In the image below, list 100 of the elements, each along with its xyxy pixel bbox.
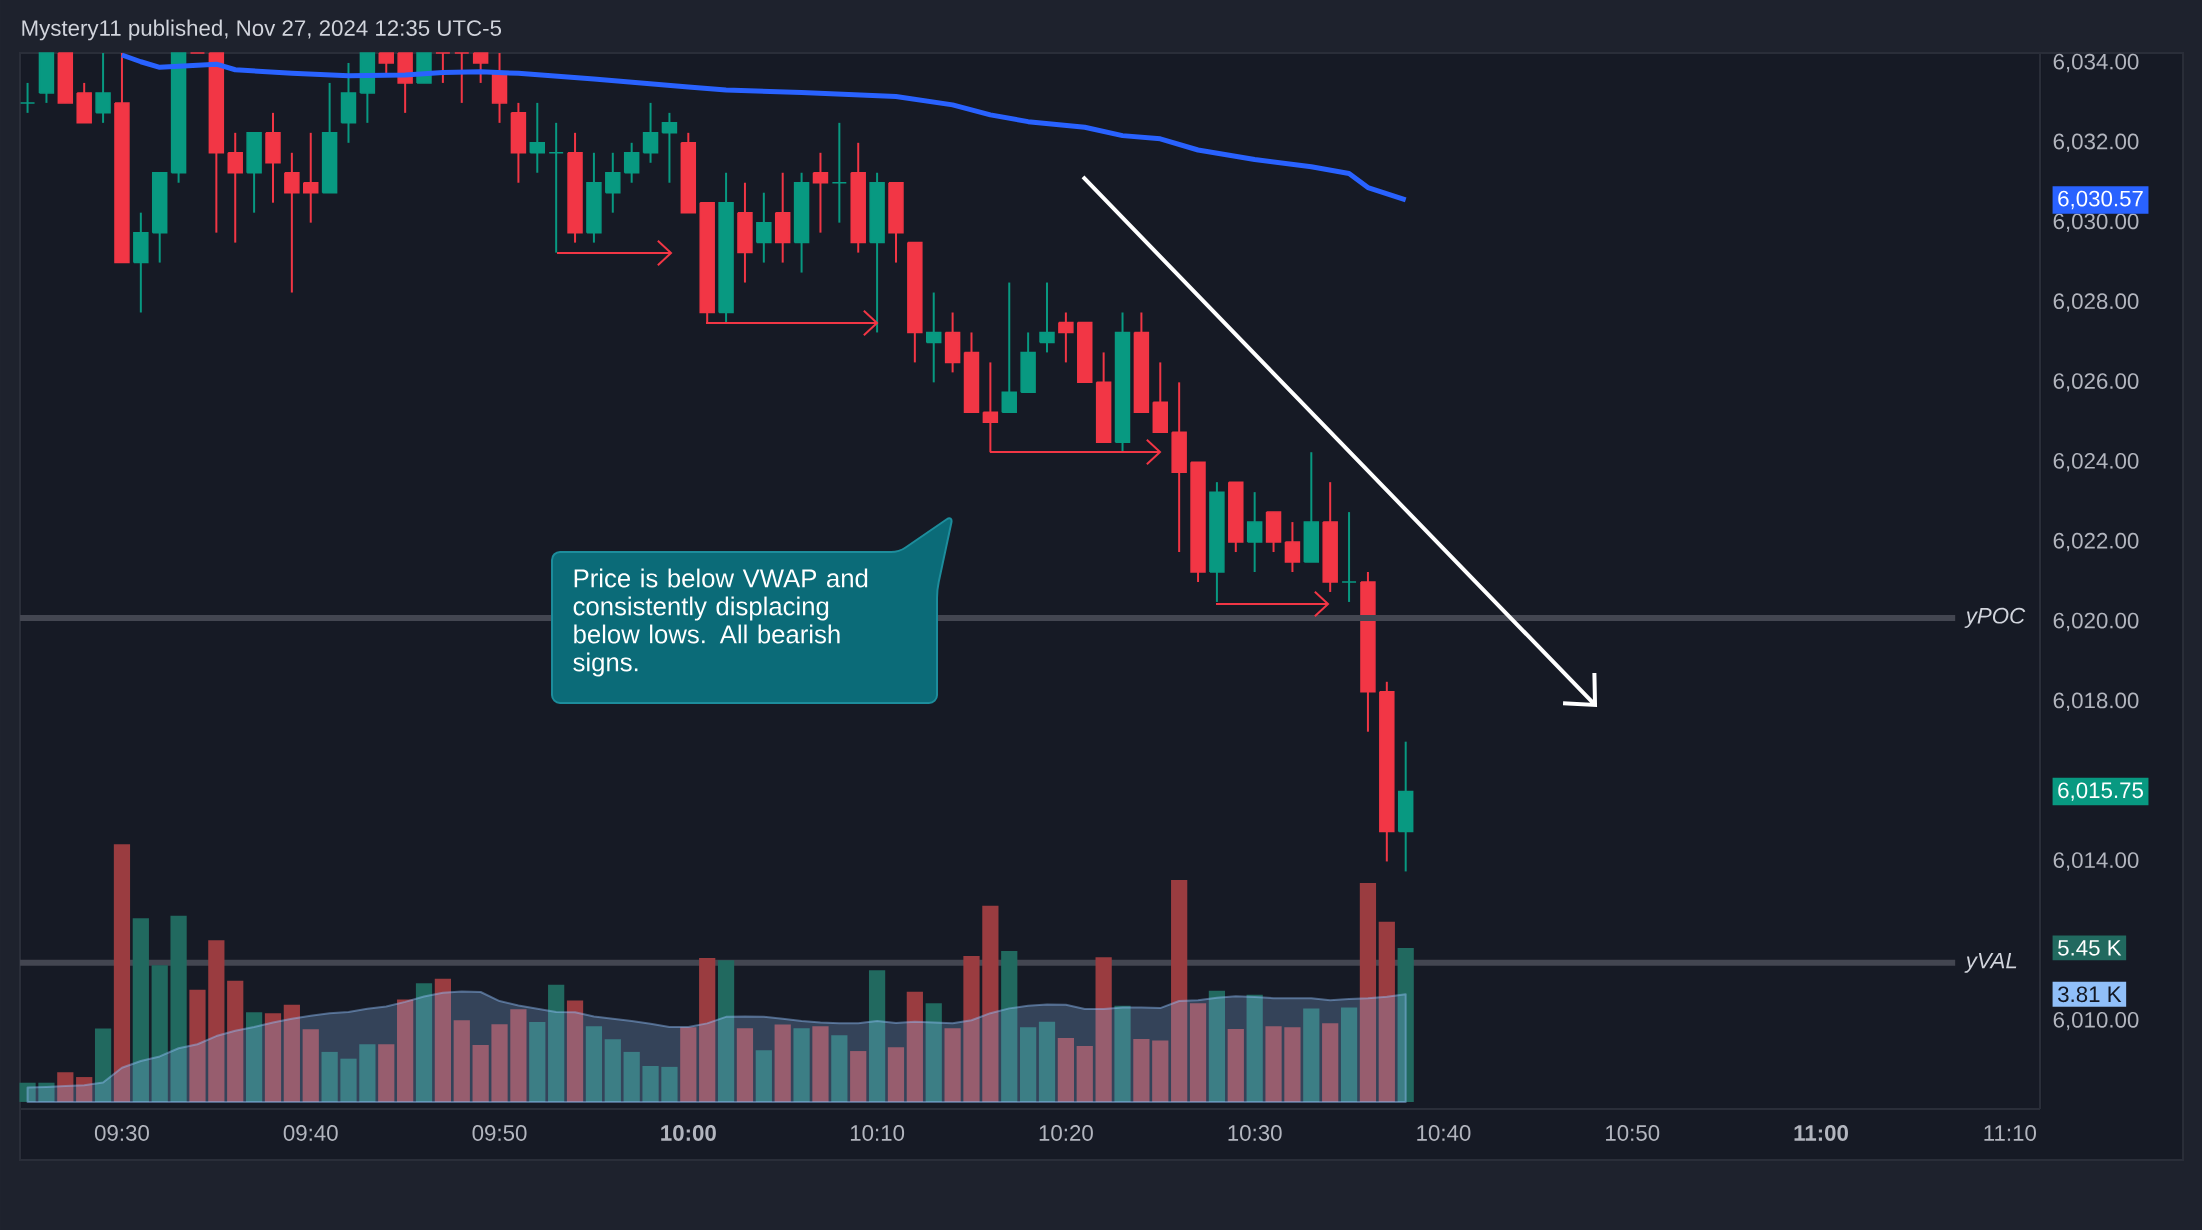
bar xyxy=(189,989,206,1102)
bar xyxy=(1038,1021,1056,1102)
y-tick-label: 6,026.00 xyxy=(2053,373,2139,392)
candlestick xyxy=(1039,281,1055,354)
bar xyxy=(415,983,433,1102)
bar xyxy=(1378,921,1395,1102)
candlestick xyxy=(831,121,848,224)
bar xyxy=(1171,880,1188,1102)
candlestick xyxy=(303,131,319,224)
candlestick xyxy=(642,101,659,164)
bar xyxy=(944,1028,961,1102)
bar xyxy=(585,1026,603,1102)
y-tick-label: 6,028.00 xyxy=(2053,293,2139,312)
bar xyxy=(982,905,999,1102)
bar xyxy=(378,1044,395,1102)
y-tick-label: 5.45 K xyxy=(2058,940,2122,956)
y-tick-label: 6,034.00 xyxy=(2053,53,2139,73)
bar xyxy=(283,1004,300,1102)
bar xyxy=(76,1077,93,1102)
bar xyxy=(1322,1023,1339,1102)
bar xyxy=(227,980,244,1102)
bar xyxy=(1020,1027,1037,1102)
bar xyxy=(812,1026,829,1102)
y-tick-label: 6,015.75 xyxy=(2058,782,2143,801)
candlestick xyxy=(227,131,243,244)
x-tick-label: 11:10 xyxy=(1984,1125,2036,1141)
bar xyxy=(1284,1027,1301,1102)
bar xyxy=(472,1045,489,1102)
bar xyxy=(1152,1040,1169,1102)
bar xyxy=(1359,882,1377,1102)
bar xyxy=(1133,1038,1150,1102)
bar xyxy=(245,1012,263,1102)
bar xyxy=(717,960,735,1102)
candlestick xyxy=(1001,281,1017,414)
candlestick xyxy=(435,51,451,84)
bar xyxy=(623,1051,640,1102)
candlestick xyxy=(284,151,300,294)
bar xyxy=(868,970,886,1102)
bar xyxy=(57,1072,74,1102)
bar xyxy=(1208,990,1226,1102)
bar xyxy=(19,1082,36,1102)
annotation: Price is below VWAP and consistently displacing below lows. All bearish signs. xyxy=(573,568,868,677)
bar xyxy=(1095,957,1112,1102)
bar xyxy=(925,1003,942,1102)
candlestick xyxy=(378,51,394,74)
bar xyxy=(170,915,187,1102)
x-tick-label: 10:20 xyxy=(1039,1125,1093,1141)
candlestick xyxy=(756,191,772,264)
bar xyxy=(1114,1005,1131,1102)
candlestick xyxy=(926,291,942,384)
bar xyxy=(491,1024,508,1102)
y-tick-label: 6,024.00 xyxy=(2053,453,2139,472)
bar xyxy=(1397,947,1414,1102)
bar xyxy=(151,965,168,1102)
bar xyxy=(1076,1045,1093,1102)
bar xyxy=(1227,1029,1244,1102)
bar xyxy=(38,1082,55,1102)
bar xyxy=(887,1047,905,1102)
y-tick-label: 6,018.00 xyxy=(2053,692,2139,711)
x-tick-label: 10:40 xyxy=(1417,1125,1471,1141)
candlestick xyxy=(472,51,489,84)
candlestick xyxy=(454,51,470,104)
y-tick-label: 6,014.00 xyxy=(2053,852,2139,871)
bar xyxy=(359,1044,376,1102)
bar xyxy=(510,1009,527,1102)
y-tick-label: 6,010.00 xyxy=(2053,1011,2139,1031)
y-tick-label: 3.81 K xyxy=(2058,986,2122,1003)
candlestick xyxy=(1341,511,1357,603)
x-tick-label: 10:10 xyxy=(850,1125,905,1141)
candlestick xyxy=(605,151,621,214)
bar xyxy=(680,1027,697,1102)
bar xyxy=(1265,1026,1282,1102)
bar xyxy=(340,1058,357,1102)
bar xyxy=(1246,994,1263,1102)
bar xyxy=(661,1066,678,1102)
bar xyxy=(529,1021,546,1102)
bar xyxy=(94,1028,112,1102)
candlestick xyxy=(548,121,564,254)
candlestick xyxy=(1058,311,1074,364)
x-tick-label: 10:50 xyxy=(1606,1125,1660,1141)
y-tick-label: 6,020.00 xyxy=(2053,612,2139,632)
y-tick-label: 6,030.57 xyxy=(2058,190,2143,210)
bar xyxy=(963,956,980,1102)
candlestick xyxy=(812,151,829,234)
bar xyxy=(434,978,452,1102)
x-tick-label: 09:50 xyxy=(472,1125,527,1141)
candlestick xyxy=(661,111,678,184)
bar xyxy=(1057,1038,1074,1102)
candlestick xyxy=(19,81,36,114)
bar xyxy=(793,1028,810,1102)
bar xyxy=(113,844,131,1102)
bar xyxy=(774,1024,791,1102)
bar xyxy=(604,1039,621,1102)
ref-line-label: yPOC xyxy=(1964,607,2026,628)
bar xyxy=(453,1020,470,1102)
bar xyxy=(1340,1007,1358,1102)
y-tick-label: 6,022.00 xyxy=(2053,532,2139,552)
x-tick-label: 11:00 xyxy=(1794,1125,1848,1141)
ref-line-label: yVAL xyxy=(1964,952,2017,973)
bar xyxy=(566,1000,584,1102)
